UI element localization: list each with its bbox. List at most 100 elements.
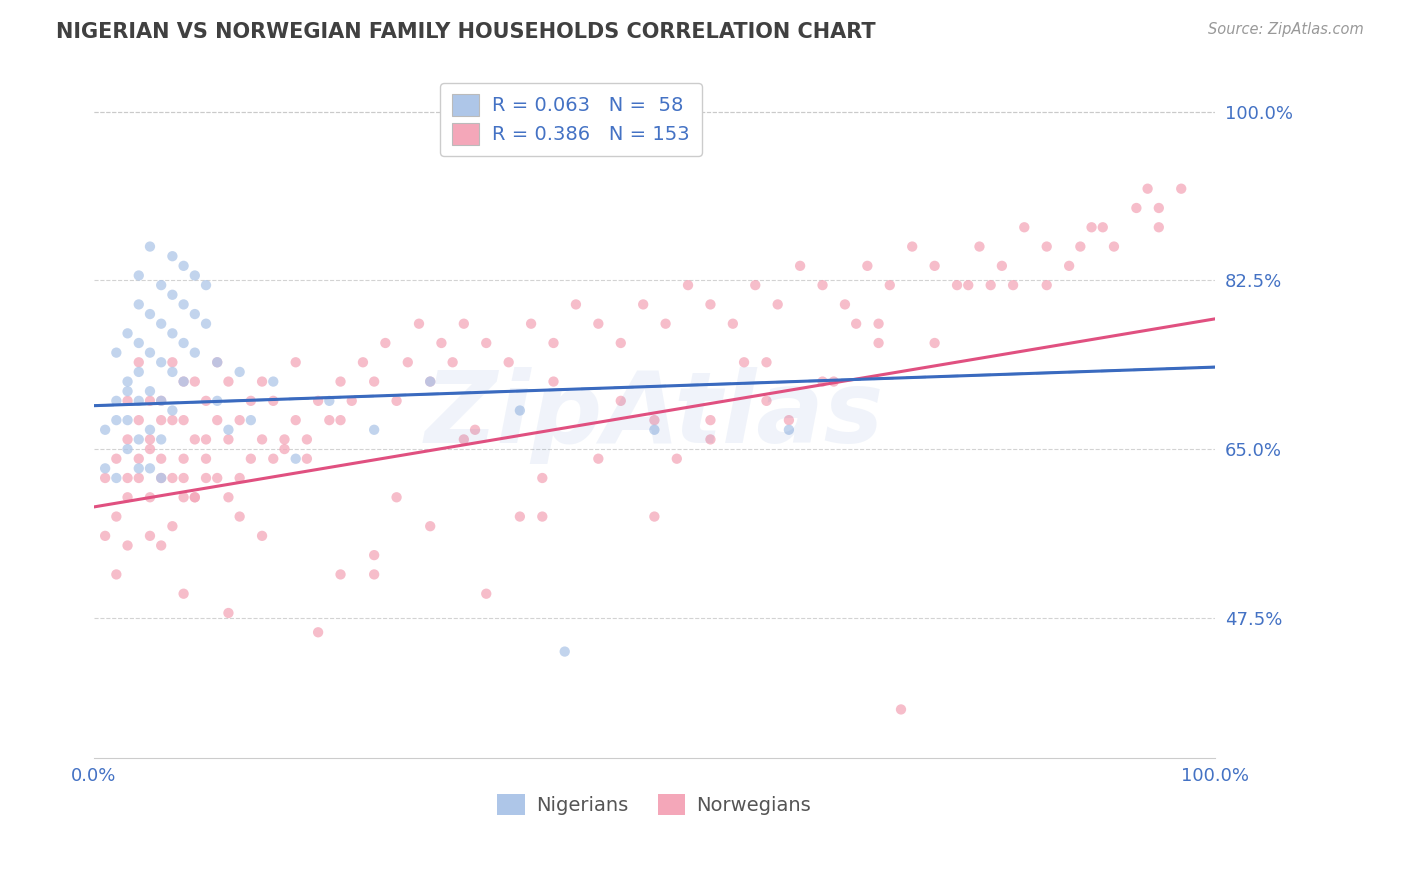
Point xyxy=(665,451,688,466)
Point xyxy=(643,413,665,427)
Point xyxy=(363,548,385,562)
Point xyxy=(352,355,374,369)
Point xyxy=(128,451,150,466)
Point xyxy=(676,278,699,293)
Point xyxy=(329,567,352,582)
Point xyxy=(475,587,498,601)
Point xyxy=(845,317,868,331)
Point xyxy=(868,336,890,351)
Point xyxy=(217,423,239,437)
Point xyxy=(262,375,284,389)
Point xyxy=(789,259,811,273)
Point xyxy=(531,471,554,485)
Point xyxy=(408,317,430,331)
Point xyxy=(173,451,195,466)
Point xyxy=(284,355,307,369)
Point xyxy=(162,326,184,341)
Point xyxy=(150,471,173,485)
Point xyxy=(162,413,184,427)
Point xyxy=(173,471,195,485)
Point xyxy=(195,278,218,293)
Point xyxy=(195,433,218,447)
Point xyxy=(396,355,419,369)
Point xyxy=(1057,259,1080,273)
Point xyxy=(1102,239,1125,253)
Point xyxy=(139,423,162,437)
Point xyxy=(228,471,250,485)
Point xyxy=(554,644,576,658)
Point xyxy=(117,433,139,447)
Point xyxy=(117,471,139,485)
Point xyxy=(228,413,250,427)
Point xyxy=(94,471,117,485)
Point xyxy=(890,702,912,716)
Point xyxy=(150,433,173,447)
Point xyxy=(105,345,128,359)
Point xyxy=(1002,278,1025,293)
Point xyxy=(94,461,117,475)
Point xyxy=(643,509,665,524)
Point xyxy=(543,336,565,351)
Point xyxy=(139,345,162,359)
Point xyxy=(1080,220,1102,235)
Point xyxy=(150,539,173,553)
Point xyxy=(385,393,408,408)
Point xyxy=(284,451,307,466)
Point xyxy=(150,317,173,331)
Point xyxy=(295,433,318,447)
Point xyxy=(1035,278,1057,293)
Point xyxy=(105,567,128,582)
Point xyxy=(498,355,520,369)
Point xyxy=(699,297,721,311)
Point xyxy=(128,297,150,311)
Point xyxy=(228,509,250,524)
Point xyxy=(128,355,150,369)
Point xyxy=(239,451,262,466)
Point xyxy=(128,268,150,283)
Point xyxy=(273,433,295,447)
Point xyxy=(991,259,1014,273)
Point xyxy=(879,278,901,293)
Point xyxy=(475,336,498,351)
Point xyxy=(162,403,184,417)
Point xyxy=(217,606,239,620)
Point xyxy=(385,490,408,504)
Point xyxy=(173,587,195,601)
Point xyxy=(195,471,218,485)
Point xyxy=(262,451,284,466)
Point xyxy=(117,442,139,456)
Point xyxy=(117,375,139,389)
Point xyxy=(823,375,845,389)
Point xyxy=(610,336,633,351)
Point xyxy=(610,393,633,408)
Point xyxy=(834,297,856,311)
Point xyxy=(150,413,173,427)
Point xyxy=(565,297,588,311)
Point xyxy=(217,433,239,447)
Point xyxy=(721,317,744,331)
Point xyxy=(173,336,195,351)
Point xyxy=(117,490,139,504)
Point xyxy=(588,317,610,331)
Point xyxy=(363,567,385,582)
Point xyxy=(811,375,834,389)
Point xyxy=(509,403,531,417)
Point xyxy=(117,393,139,408)
Point xyxy=(464,423,486,437)
Point xyxy=(128,393,150,408)
Point xyxy=(184,268,207,283)
Text: Source: ZipAtlas.com: Source: ZipAtlas.com xyxy=(1208,22,1364,37)
Point xyxy=(217,490,239,504)
Point xyxy=(924,336,946,351)
Point xyxy=(329,375,352,389)
Point xyxy=(195,393,218,408)
Point xyxy=(195,451,218,466)
Point xyxy=(543,375,565,389)
Point xyxy=(139,384,162,399)
Point xyxy=(184,307,207,321)
Point xyxy=(766,297,789,311)
Point xyxy=(250,433,273,447)
Point xyxy=(139,307,162,321)
Point xyxy=(139,490,162,504)
Point xyxy=(340,393,363,408)
